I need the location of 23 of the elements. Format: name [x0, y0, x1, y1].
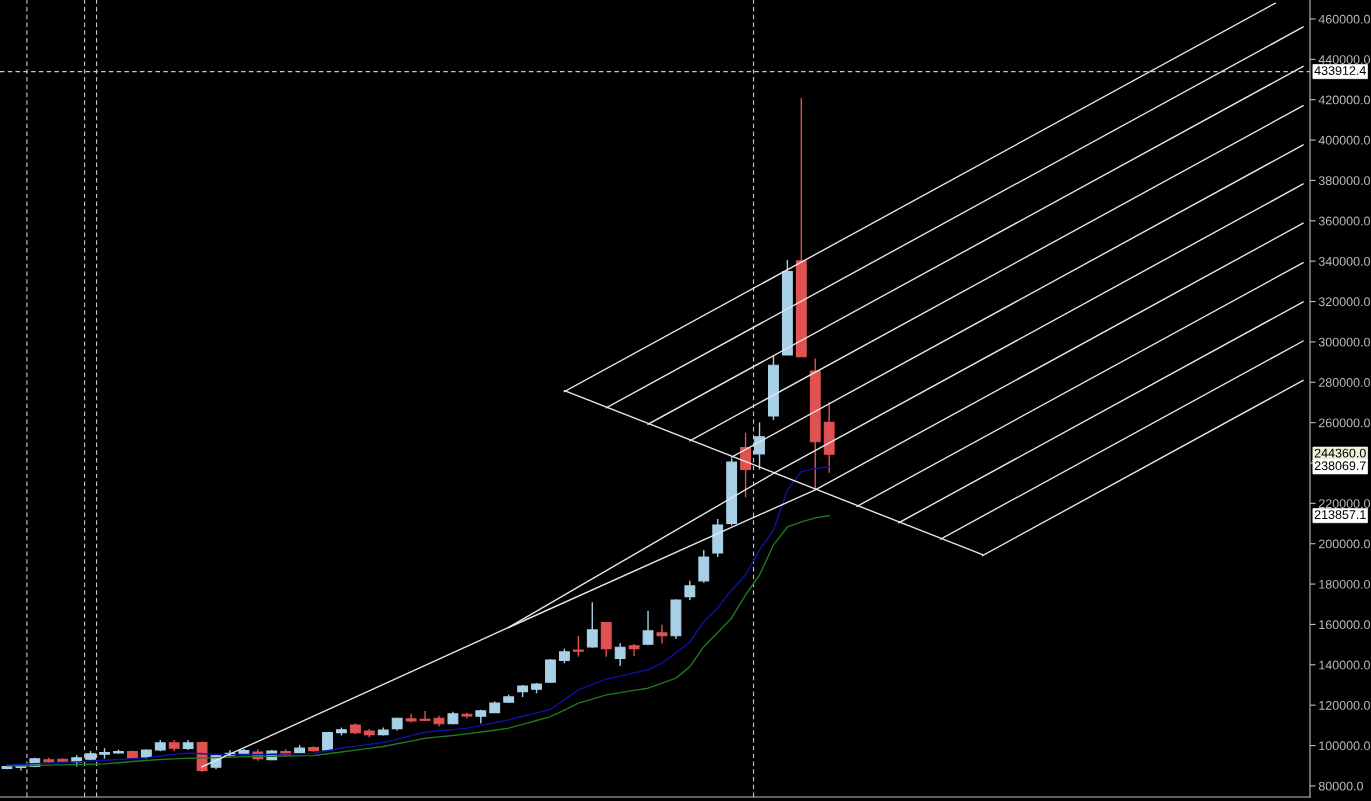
y-tick-label: 160000.0	[1319, 620, 1370, 630]
y-tick-label: 120000.0	[1319, 700, 1370, 710]
ref-line-label: 433912.4	[1314, 66, 1366, 75]
y-tick-label: 380000.0	[1318, 176, 1370, 186]
y-tick-label: 260000.0	[1318, 418, 1370, 428]
y-tick-label: 200000.0	[1318, 539, 1370, 549]
text: 244360.0	[1314, 448, 1366, 458]
y-tick-label: 440000.0	[1318, 55, 1370, 64]
y-tick-label: 180000.0	[1319, 579, 1370, 589]
text: 238069.7	[1314, 461, 1366, 471]
y-tick-label: 80000.0	[1318, 781, 1364, 791]
y-tick-label: 320000.0	[1318, 297, 1370, 307]
text: 213857.1	[1314, 510, 1366, 520]
y-tick-label: 340000.0	[1318, 256, 1370, 266]
y-tick-label: 420000.0	[1318, 95, 1370, 105]
y-tick-label: 360000.0	[1318, 216, 1370, 226]
y-tick-label: 460000.0	[1318, 14, 1370, 24]
y-tick-label: 140000.0	[1319, 660, 1370, 670]
y-tick-label: 220000.0	[1318, 499, 1370, 508]
y-tick-label: 300000.0	[1318, 337, 1370, 347]
y-tick-label: 100000.0	[1319, 741, 1370, 751]
y-tick-label: 280000.0	[1318, 378, 1370, 387]
y-tick-label: 400000.0	[1318, 135, 1370, 145]
